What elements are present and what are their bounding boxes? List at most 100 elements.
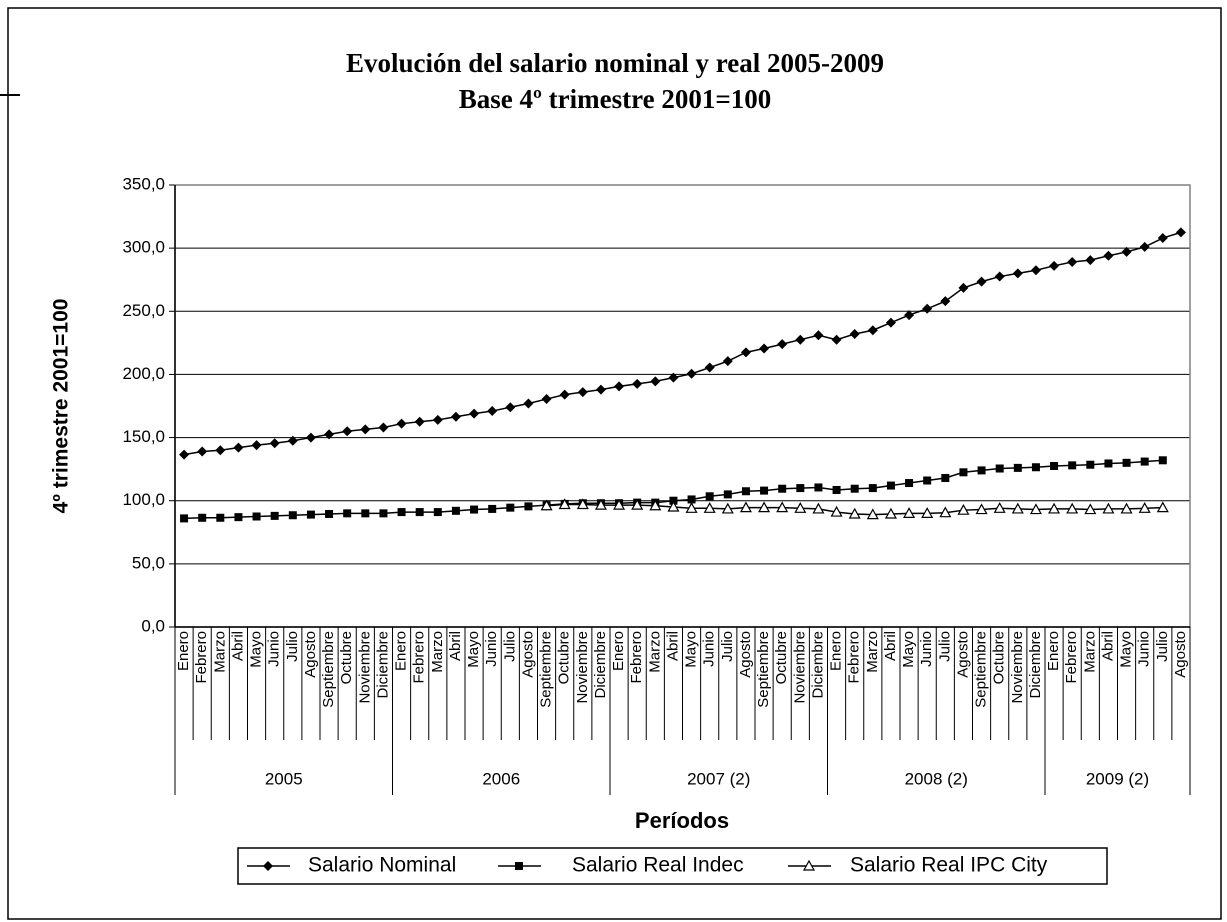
data-point bbox=[540, 499, 553, 511]
data-point bbox=[1138, 502, 1151, 513]
data-point bbox=[813, 330, 824, 341]
x-tick-label: Abril bbox=[1099, 631, 1116, 661]
x-tick-label: Mayo bbox=[683, 631, 700, 668]
y-tick-label: 100,0 bbox=[122, 490, 165, 509]
data-point bbox=[1084, 503, 1097, 515]
data-point bbox=[759, 343, 770, 354]
x-tick-label: Julio bbox=[719, 631, 736, 662]
data-point bbox=[506, 503, 515, 512]
y-tick-label: 250,0 bbox=[122, 301, 165, 320]
data-point bbox=[1103, 250, 1114, 261]
x-tick-label: Septiembre bbox=[755, 631, 772, 708]
y-tick-label: 200,0 bbox=[122, 364, 165, 383]
data-point bbox=[832, 485, 841, 494]
data-point bbox=[760, 486, 769, 495]
data-point bbox=[1120, 502, 1133, 514]
x-tick-label: Septiembre bbox=[538, 631, 555, 708]
data-point bbox=[342, 426, 353, 437]
x-tick-label: Junio bbox=[701, 631, 718, 667]
data-point bbox=[959, 468, 968, 477]
x-tick-label: Enero bbox=[828, 631, 845, 671]
group-label: 2006 bbox=[482, 769, 520, 788]
data-point bbox=[1049, 260, 1060, 271]
legend-marker bbox=[263, 861, 273, 871]
data-point bbox=[1104, 459, 1113, 468]
data-point bbox=[487, 406, 498, 417]
data-point bbox=[795, 334, 806, 345]
data-point bbox=[1139, 241, 1150, 252]
plot-frame bbox=[174, 184, 1191, 628]
data-point bbox=[977, 466, 986, 475]
data-point bbox=[233, 442, 244, 453]
chart-border bbox=[7, 7, 1222, 920]
data-point bbox=[559, 389, 570, 400]
data-point bbox=[397, 508, 406, 517]
x-tick-label: Agosto bbox=[737, 631, 754, 678]
data-point bbox=[958, 282, 969, 293]
data-point bbox=[325, 509, 334, 518]
legend-label: Salario Nominal bbox=[308, 854, 456, 877]
data-point bbox=[505, 402, 516, 413]
data-point bbox=[884, 507, 897, 519]
data-point bbox=[993, 502, 1006, 513]
data-point bbox=[794, 502, 807, 513]
x-tick-label: Julio bbox=[1154, 631, 1171, 662]
x-tick-label: Noviembre bbox=[356, 631, 373, 704]
x-tick-label: Marzo bbox=[211, 631, 228, 673]
data-point bbox=[705, 492, 714, 501]
data-point bbox=[905, 479, 914, 488]
data-point bbox=[941, 473, 950, 482]
data-point bbox=[976, 276, 987, 287]
data-point bbox=[595, 384, 606, 395]
data-point bbox=[288, 511, 297, 520]
y-tick-label: 50,0 bbox=[132, 553, 165, 572]
data-point bbox=[1175, 227, 1186, 238]
x-tick-label: Enero bbox=[610, 631, 627, 671]
data-point bbox=[995, 464, 1004, 473]
data-point bbox=[796, 484, 805, 493]
x-tick-label: Junio bbox=[1136, 631, 1153, 667]
data-point bbox=[704, 362, 715, 373]
x-tick-label: Febrero bbox=[1063, 631, 1080, 684]
y-tick-label: 300,0 bbox=[122, 238, 165, 257]
data-point bbox=[180, 514, 189, 523]
data-point bbox=[1157, 233, 1168, 244]
x-tick-label: Octubre bbox=[991, 631, 1008, 684]
data-point bbox=[269, 438, 280, 449]
data-point bbox=[1156, 501, 1169, 513]
data-point bbox=[270, 511, 279, 520]
data-point bbox=[379, 509, 388, 518]
data-point bbox=[1158, 456, 1167, 465]
data-point bbox=[686, 368, 697, 379]
x-tick-label: Octubre bbox=[773, 631, 790, 684]
group-label: 2009 (2) bbox=[1086, 769, 1149, 788]
x-tick-label: Marzo bbox=[1081, 631, 1098, 673]
data-point bbox=[830, 505, 843, 517]
data-point bbox=[831, 334, 842, 345]
data-point bbox=[576, 498, 589, 510]
series-line bbox=[183, 231, 1182, 456]
data-point bbox=[378, 422, 389, 433]
legend-marker bbox=[802, 859, 816, 871]
data-point bbox=[215, 445, 226, 456]
data-point bbox=[1030, 265, 1041, 276]
data-point bbox=[885, 317, 896, 328]
x-tick-label: Julio bbox=[284, 631, 301, 662]
legend bbox=[237, 847, 1108, 885]
data-point bbox=[577, 387, 588, 398]
data-point bbox=[957, 503, 970, 515]
x-tick-label: Noviembre bbox=[574, 631, 591, 704]
x-tick-label: Septiembre bbox=[973, 631, 990, 708]
x-tick-label: Febrero bbox=[193, 631, 210, 684]
data-point bbox=[216, 513, 225, 522]
data-point bbox=[903, 507, 916, 518]
data-point bbox=[1029, 503, 1042, 515]
x-tick-label: Abril bbox=[664, 631, 681, 661]
data-point bbox=[415, 508, 424, 517]
data-point bbox=[469, 408, 480, 419]
x-tick-label: Enero bbox=[393, 631, 410, 671]
data-point bbox=[306, 510, 315, 519]
data-point bbox=[812, 502, 825, 514]
data-point bbox=[197, 446, 208, 457]
data-point bbox=[470, 505, 479, 514]
